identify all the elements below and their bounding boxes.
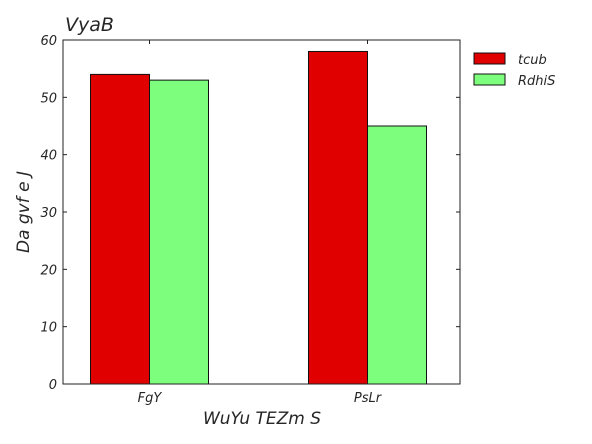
x-tick-label: PsLr: [354, 391, 383, 406]
bar-tcub-PsLr: [308, 50, 368, 385]
y-tick-label: 50: [40, 91, 57, 106]
y-tick-label: 40: [40, 149, 57, 164]
legend: tcub RdhiS: [473, 52, 555, 89]
bar-tcub-FgY: [90, 73, 150, 385]
y-tick-label: 0: [49, 378, 57, 393]
x-axis-label: WuYu TEZm S: [203, 409, 321, 429]
y-tick-label: 20: [40, 263, 57, 278]
y-axis: 0 10 20 30 40 50 60: [40, 34, 460, 393]
x-axis: FgY PsLr: [138, 40, 383, 406]
legend-label-tcub: tcub: [518, 53, 547, 68]
bar-RdhiS-FgY: [149, 79, 209, 385]
legend-swatch-RdhiS: [473, 73, 506, 86]
plot-area: [90, 50, 427, 385]
y-tick-label: 10: [40, 321, 57, 336]
legend-label-RdhiS: RdhiS: [518, 74, 555, 89]
chart-title: VyaB: [65, 14, 114, 36]
y-tick-label: 60: [40, 34, 57, 49]
y-axis-label: Da gvf e J: [14, 171, 34, 253]
bar-RdhiS-PsLr: [367, 125, 427, 385]
legend-swatch-tcub: [473, 52, 506, 65]
x-tick-label: FgY: [138, 391, 163, 406]
y-tick-label: 30: [40, 206, 57, 221]
